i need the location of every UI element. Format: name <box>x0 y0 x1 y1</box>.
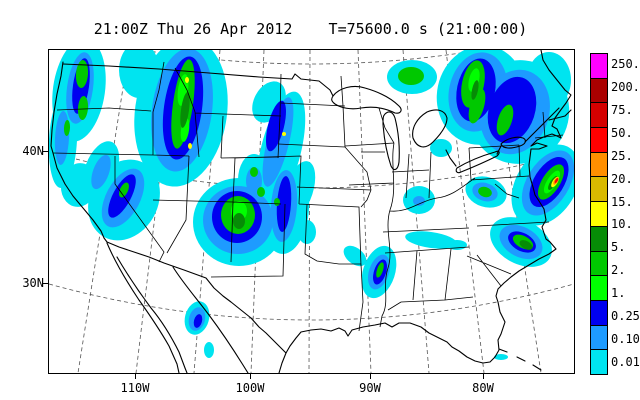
latitude-label: 30N <box>22 276 44 290</box>
colorbar-label: 50. <box>611 125 633 140</box>
precip-cell <box>250 167 258 177</box>
colorbar-cell <box>591 78 607 104</box>
colorbar-label: 0.25 <box>611 309 640 324</box>
state-borders <box>52 61 564 332</box>
lake-superior <box>331 85 402 114</box>
lake-erie <box>455 150 500 174</box>
precip-cell <box>376 262 384 278</box>
precip-cell <box>193 314 203 328</box>
colorbar-cell <box>591 128 607 153</box>
parallel-40n <box>49 151 574 189</box>
longitude-label: 110W <box>120 381 150 395</box>
colorbar-label: 25. <box>611 148 633 163</box>
colorbar-label: 200. <box>611 79 640 94</box>
meridian-95w <box>308 50 311 373</box>
lake-michigan <box>382 111 400 171</box>
precip-cell <box>405 231 457 249</box>
colorbar-label: 5. <box>611 240 626 255</box>
precip-cell <box>282 132 286 136</box>
colorbar-cell <box>591 177 607 203</box>
colorbar-label: 0.10 <box>611 332 640 347</box>
colorbar-cell <box>591 202 607 227</box>
precip-cell <box>413 196 425 206</box>
precip-cell <box>119 50 159 98</box>
longitude-tick <box>483 373 484 379</box>
precip-cell <box>60 163 98 207</box>
colorbar-cell <box>591 325 607 351</box>
longitude-tick <box>250 373 251 379</box>
longitude-label: 80W <box>472 381 494 395</box>
colorbar-label: 1. <box>611 286 626 301</box>
precip-cell <box>233 213 245 229</box>
colorbar-label: 2. <box>611 263 626 278</box>
colorbar-cell <box>591 300 607 326</box>
latitude-tick <box>42 151 48 152</box>
colorbar-cell <box>591 103 607 129</box>
precip-cell <box>430 139 452 157</box>
longitude-label: 100W <box>235 381 265 395</box>
precip-cell <box>246 167 262 195</box>
precip-cell <box>180 92 190 128</box>
precip-cell <box>75 60 89 88</box>
precip-cell <box>496 104 514 136</box>
longitude-tick <box>370 373 371 379</box>
meridian-80w <box>445 50 485 373</box>
mexico-coast <box>106 242 287 373</box>
precip-cell <box>274 198 280 206</box>
colorbar-label: 0.01 <box>611 354 640 369</box>
precip-cell <box>398 67 424 85</box>
precip-cell <box>77 96 89 120</box>
colorbar-label: 10. <box>611 217 633 232</box>
lake-huron <box>412 109 448 148</box>
latitude-tick <box>42 283 48 284</box>
parallel-30n <box>49 283 574 321</box>
precip-cell <box>266 100 286 152</box>
precip-cell <box>185 77 189 83</box>
colorbar <box>590 53 608 375</box>
colorbar-cell <box>591 251 607 277</box>
precip-cell <box>519 240 533 250</box>
us-precipitation-map <box>49 50 574 373</box>
longitude-tick <box>135 373 136 379</box>
precip-cell <box>298 220 316 244</box>
colorbar-label: 75. <box>611 102 633 117</box>
colorbar-label: 250. <box>611 57 640 71</box>
map-frame <box>48 49 575 374</box>
lake-ontario <box>500 136 526 149</box>
precip-cell <box>494 354 508 360</box>
longitude-label: 90W <box>359 381 381 395</box>
precip-cell <box>91 154 111 190</box>
meridian-90w <box>357 50 372 373</box>
colorbar-cell <box>591 54 607 79</box>
precip-cell <box>554 178 559 183</box>
plot-title: 21:00Z Thu 26 Apr 2012 T=75600.0 s (21:0… <box>93 20 528 38</box>
precip-cell <box>204 342 214 358</box>
precip-cell <box>471 80 479 100</box>
latitude-label: 40N <box>22 144 44 158</box>
colorbar-cell <box>591 226 607 252</box>
precip-cell <box>468 88 486 124</box>
colorbar-cell <box>591 152 607 178</box>
canada-border <box>62 63 572 167</box>
precip-cell <box>257 187 265 197</box>
precip-cell <box>276 176 292 232</box>
bahamas-islands <box>498 348 542 371</box>
colorbar-label: 15. <box>611 194 633 209</box>
colorbar-cell <box>591 350 607 374</box>
coastline-borders <box>50 50 572 373</box>
precip-cell <box>63 120 71 136</box>
precip-cell <box>478 186 492 198</box>
colorbar-cell <box>591 276 607 301</box>
colorbar-label: 20. <box>611 171 633 186</box>
precip-cell <box>188 143 192 149</box>
